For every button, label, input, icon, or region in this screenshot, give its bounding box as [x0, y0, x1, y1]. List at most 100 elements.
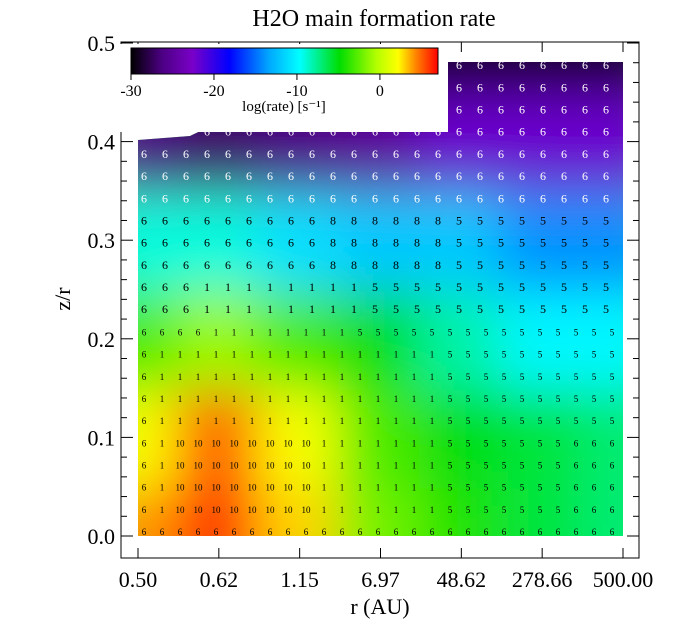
reaction-label: 5 — [520, 461, 525, 471]
reaction-label: 6 — [183, 280, 189, 294]
reaction-label: 1 — [430, 416, 435, 426]
reaction-label: 10 — [230, 438, 240, 448]
reaction-label: 6 — [519, 147, 525, 161]
reaction-label: 5 — [456, 302, 462, 316]
reaction-label: 6 — [225, 258, 231, 272]
reaction-label: 6 — [267, 147, 273, 161]
reaction-label: 5 — [592, 394, 597, 404]
reaction-label: 1 — [196, 394, 201, 404]
reaction-label: 6 — [288, 169, 294, 183]
reaction-label: 5 — [592, 327, 597, 337]
heatmap-cell — [257, 188, 343, 292]
reaction-label: 6 — [393, 191, 399, 205]
reaction-label: 6 — [267, 191, 273, 205]
reaction-label: 5 — [520, 416, 525, 426]
reaction-label: 6 — [435, 147, 441, 161]
reaction-label: 1 — [288, 280, 294, 294]
reaction-label: 10 — [176, 461, 186, 471]
reaction-label: 6 — [330, 191, 336, 205]
colorbar-label: log(rate) [s⁻¹] — [242, 99, 326, 115]
heatmap-cell — [580, 188, 623, 292]
reaction-label: 6 — [225, 191, 231, 205]
reaction-label: 1 — [340, 416, 345, 426]
reaction-label: 1 — [412, 438, 417, 448]
x-tick-label: 1.15 — [280, 567, 319, 592]
reaction-label: 6 — [309, 147, 315, 161]
x-tick-label: 500.00 — [593, 567, 654, 592]
colorbar-tick-label: 0 — [376, 83, 384, 100]
reaction-label: 5 — [502, 372, 507, 382]
reaction-label: 10 — [212, 438, 222, 448]
reaction-label: 6 — [160, 527, 165, 537]
reaction-label: 6 — [162, 191, 168, 205]
reaction-label: 6 — [610, 505, 615, 515]
reaction-label: 5 — [538, 461, 543, 471]
reaction-label: 5 — [610, 372, 615, 382]
reaction-label: 5 — [592, 416, 597, 426]
reaction-label: 5 — [466, 350, 471, 360]
reaction-label: 1 — [214, 394, 219, 404]
reaction-label: 1 — [288, 302, 294, 316]
reaction-label: 5 — [430, 327, 435, 337]
reaction-label: 6 — [561, 125, 567, 139]
reaction-label: 1 — [412, 505, 417, 515]
reaction-label: 5 — [582, 213, 588, 227]
reaction-label: 10 — [230, 483, 240, 493]
reaction-label: 6 — [204, 236, 210, 250]
reaction-label: 8 — [351, 213, 357, 227]
reaction-label: 1 — [268, 416, 273, 426]
reaction-label: 6 — [561, 191, 567, 205]
reaction-label: 10 — [176, 483, 186, 493]
reaction-label: 5 — [520, 505, 525, 515]
reaction-label: 1 — [304, 394, 309, 404]
reaction-label: 1 — [351, 302, 357, 316]
reaction-label: 6 — [574, 483, 579, 493]
reaction-label: 5 — [448, 483, 453, 493]
reaction-label: 5 — [414, 280, 420, 294]
reaction-label: 1 — [214, 350, 219, 360]
reaction-label: 1 — [250, 394, 255, 404]
reaction-label: 5 — [448, 416, 453, 426]
reaction-label: 1 — [358, 438, 363, 448]
reaction-label: 8 — [393, 236, 399, 250]
reaction-label: 10 — [284, 461, 294, 471]
reaction-label: 6 — [351, 147, 357, 161]
heatmap-cell — [580, 62, 623, 95]
reaction-label: 1 — [160, 416, 165, 426]
y-tick-label: 0.4 — [88, 130, 116, 155]
reaction-label: 1 — [340, 372, 345, 382]
reaction-label: 1 — [322, 350, 327, 360]
reaction-label: 5 — [538, 394, 543, 404]
reaction-label: 6 — [340, 527, 345, 537]
reaction-label: 6 — [309, 258, 315, 272]
reaction-label: 1 — [430, 438, 435, 448]
reaction-label: 6 — [162, 280, 168, 294]
reaction-label: 5 — [358, 327, 363, 337]
reaction-label: 1 — [286, 372, 291, 382]
reaction-label: 1 — [376, 372, 381, 382]
reaction-label: 6 — [520, 527, 525, 537]
reaction-label: 6 — [288, 213, 294, 227]
reaction-label: 1 — [225, 280, 231, 294]
reaction-label: 6 — [498, 103, 504, 117]
reaction-label: 5 — [466, 416, 471, 426]
reaction-label: 6 — [267, 213, 273, 227]
reaction-label: 5 — [498, 302, 504, 316]
reaction-label: 6 — [477, 80, 483, 94]
y-tick-label: 0.5 — [88, 31, 116, 56]
reaction-label: 6 — [288, 147, 294, 161]
reaction-label: 6 — [246, 147, 252, 161]
reaction-label: 6 — [519, 36, 525, 50]
reaction-label: 6 — [142, 394, 147, 404]
reaction-label: 6 — [178, 527, 183, 537]
reaction-label: 1 — [394, 394, 399, 404]
reaction-label: 6 — [142, 350, 147, 360]
heatmap-cell — [176, 188, 262, 292]
reaction-label: 6 — [582, 147, 588, 161]
reaction-label: 10 — [230, 461, 240, 471]
reaction-label: 1 — [412, 416, 417, 426]
reaction-label: 5 — [538, 350, 543, 360]
reaction-label: 6 — [561, 147, 567, 161]
reaction-label: 5 — [603, 280, 609, 294]
